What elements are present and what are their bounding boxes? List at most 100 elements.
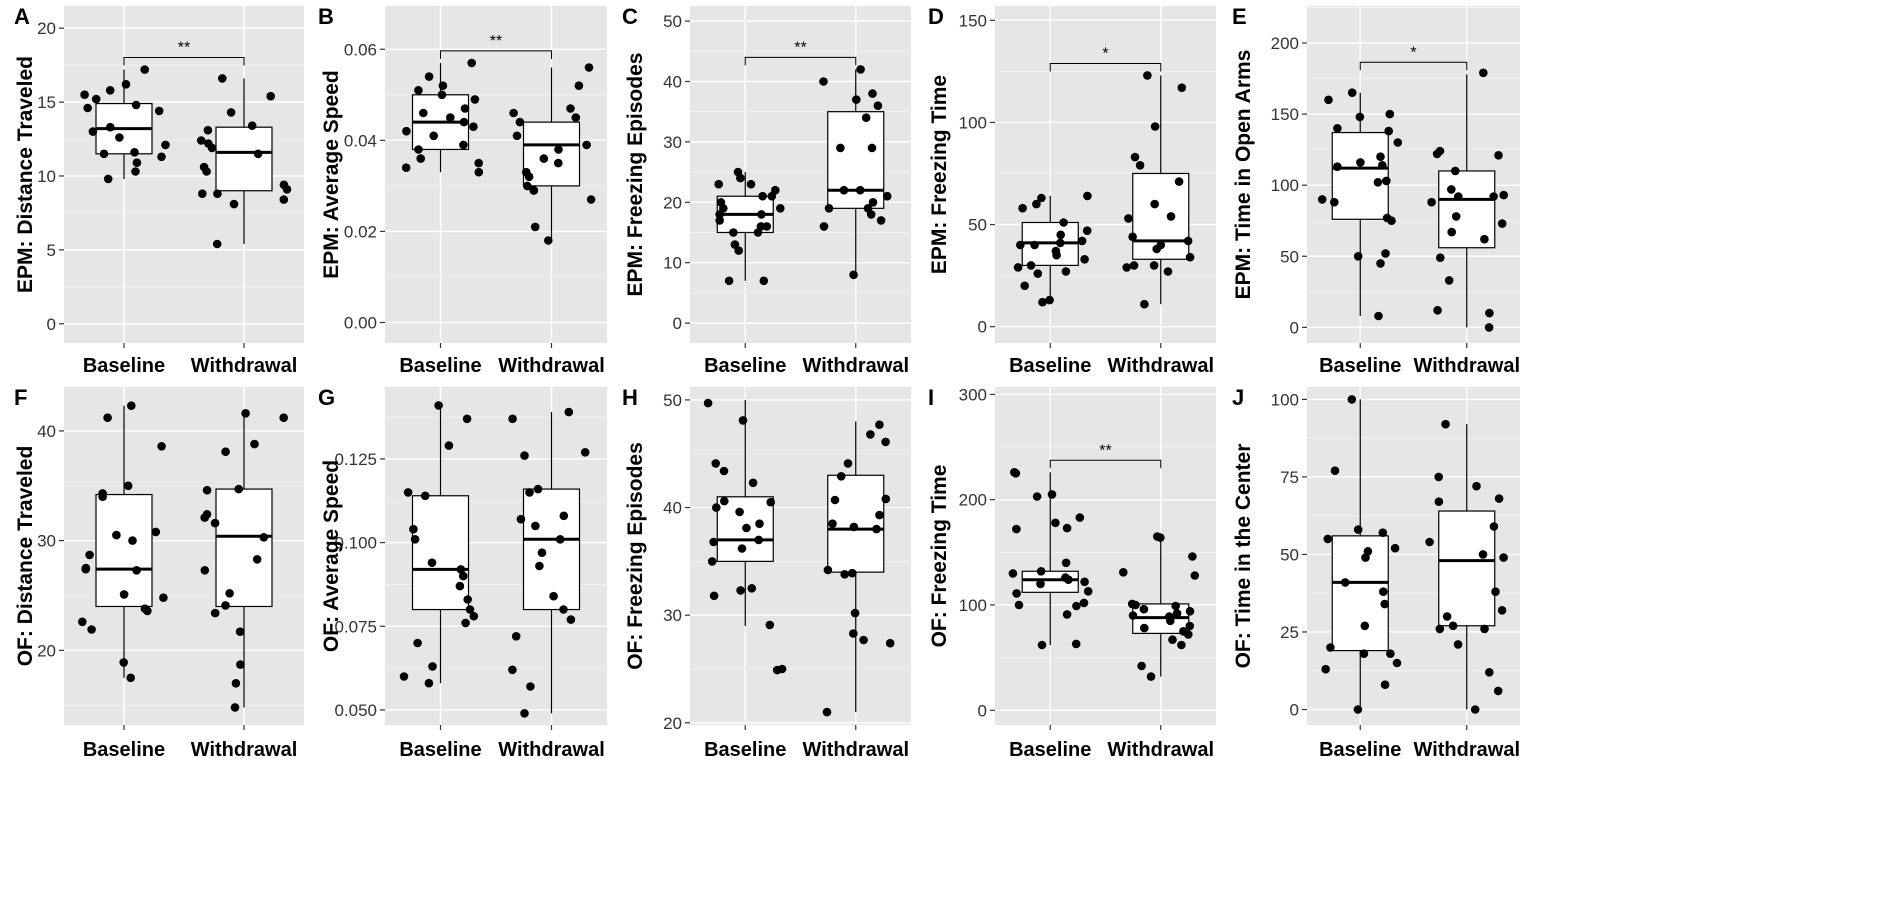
- data-point: [207, 143, 217, 153]
- data-point: [444, 441, 454, 450]
- data-point: [1052, 250, 1061, 260]
- bracket-line: [1049, 459, 1162, 469]
- box-body: [827, 111, 885, 209]
- data-point: [849, 270, 858, 280]
- data-point: [1323, 534, 1333, 544]
- data-point: [738, 416, 748, 425]
- data-point: [414, 145, 423, 154]
- y-tick-label: 40: [37, 422, 56, 441]
- data-point: [559, 605, 568, 614]
- data-point: [1489, 522, 1499, 531]
- data-point: [1499, 190, 1508, 200]
- data-point: [427, 558, 437, 567]
- data-point: [399, 672, 409, 681]
- data-point: [83, 103, 92, 113]
- y-tick-label: 75: [1280, 468, 1299, 487]
- data-point: [746, 179, 756, 189]
- x-category-label: Withdrawal: [191, 739, 298, 761]
- data-point: [279, 195, 289, 204]
- data-point: [1036, 579, 1045, 589]
- data-point: [776, 204, 785, 213]
- data-point: [1014, 600, 1024, 610]
- data-point: [1037, 640, 1047, 650]
- data-point: [566, 104, 575, 113]
- data-point: [1143, 71, 1152, 80]
- y-axis-label: OF: Freezing Time: [928, 465, 951, 648]
- panel-A: 0 5 10 15 20 Baseline Withdrawal ** A EPM: Distan…: [14, 4, 304, 377]
- panel-letter: D: [928, 4, 944, 29]
- data-point: [259, 533, 269, 542]
- data-point: [736, 173, 745, 183]
- data-point: [105, 86, 115, 95]
- data-point: [437, 90, 447, 100]
- data-point: [555, 535, 565, 544]
- data-point: [859, 635, 868, 645]
- data-point: [202, 485, 212, 495]
- x-category-label: Baseline: [704, 739, 786, 761]
- panel-H: 20 30 40 50 Baseline Withdrawal H OF: Freezing …: [622, 385, 911, 761]
- data-point: [1083, 587, 1093, 596]
- data-point: [715, 216, 724, 225]
- data-point: [200, 513, 209, 522]
- y-tick-label: 0: [1290, 318, 1299, 337]
- y-tick-label: 0.050: [334, 701, 377, 720]
- data-point: [1360, 621, 1370, 631]
- data-point: [1447, 227, 1456, 237]
- data-point: [1047, 490, 1057, 499]
- data-point: [1485, 668, 1494, 677]
- box-baseline: [95, 405, 153, 678]
- data-point: [876, 216, 886, 225]
- y-tick-label: 0.00: [344, 314, 377, 333]
- box-baseline: [95, 69, 153, 179]
- data-point: [868, 89, 877, 98]
- data-point: [1317, 195, 1327, 204]
- data-point: [736, 586, 745, 595]
- data-point: [1494, 151, 1503, 160]
- data-point: [1083, 191, 1092, 201]
- y-tick-label: 30: [663, 606, 682, 625]
- data-point: [529, 186, 539, 195]
- y-tick-label: 0.075: [334, 617, 377, 636]
- box-body: [411, 495, 470, 611]
- panel-letter: E: [1232, 4, 1247, 29]
- data-point: [554, 145, 563, 154]
- data-point: [424, 72, 434, 81]
- x-category-label: Baseline: [399, 739, 481, 761]
- data-point: [872, 524, 881, 534]
- box-body: [215, 126, 273, 192]
- data-point: [1434, 472, 1443, 482]
- x-category-label: Baseline: [1319, 739, 1401, 761]
- data-point: [1018, 203, 1027, 213]
- box-body: [215, 488, 273, 608]
- data-point: [709, 591, 719, 601]
- data-point: [1382, 176, 1391, 186]
- y-tick-label: 0.100: [334, 534, 377, 553]
- data-point: [1011, 469, 1021, 478]
- data-point: [724, 276, 734, 286]
- data-point: [1333, 124, 1342, 133]
- data-point: [836, 143, 845, 153]
- data-point: [707, 557, 717, 566]
- data-point: [819, 222, 829, 231]
- data-point: [1378, 528, 1388, 537]
- data-point: [1384, 126, 1393, 136]
- data-point: [1056, 230, 1065, 240]
- data-point: [1381, 249, 1390, 258]
- data-point: [88, 127, 98, 136]
- data-point: [241, 409, 250, 418]
- bracket-line: [1359, 61, 1468, 71]
- data-point: [202, 167, 211, 176]
- data-point: [709, 537, 718, 547]
- data-point: [544, 236, 553, 245]
- data-point: [843, 459, 853, 468]
- data-point: [1172, 609, 1182, 618]
- data-point: [720, 496, 729, 506]
- data-point: [566, 615, 576, 624]
- y-tick-label: 5: [47, 241, 56, 260]
- y-axis-label: EPM: Freezing Time: [928, 75, 951, 274]
- panel-letter: F: [14, 385, 27, 410]
- y-tick-label: 0: [1290, 700, 1299, 719]
- data-point: [1166, 212, 1176, 221]
- data-point: [196, 136, 206, 145]
